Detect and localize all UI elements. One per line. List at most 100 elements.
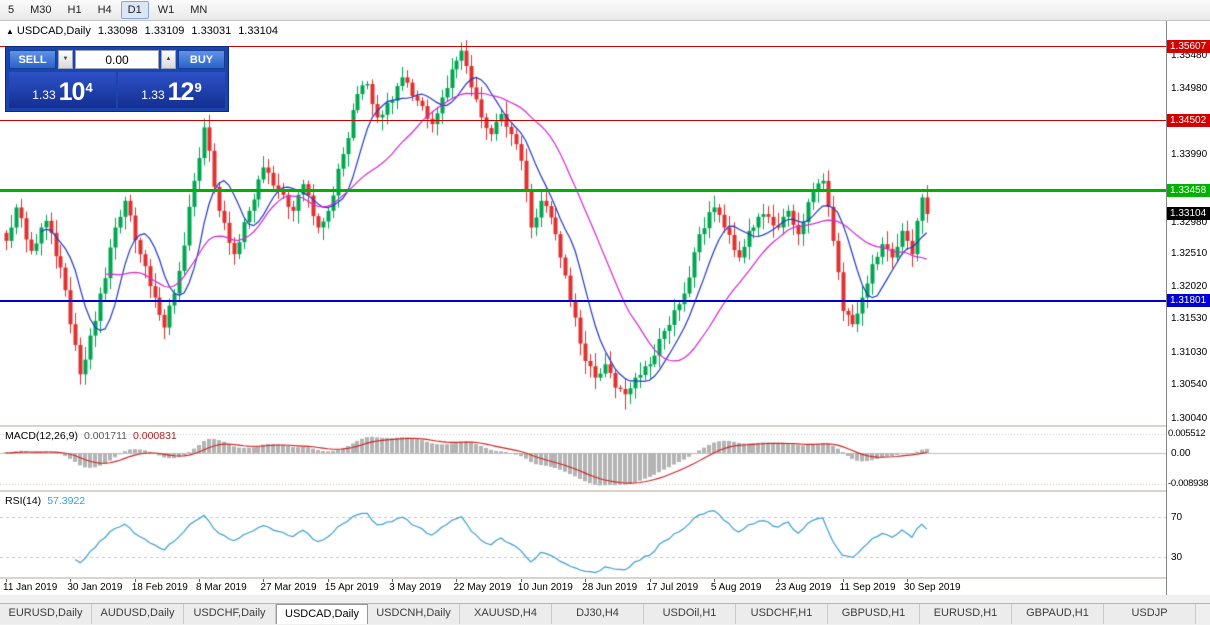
chart-tab-dj30-h4[interactable]: DJ30,H4 xyxy=(552,604,644,624)
chart-tab-usdoil-h1[interactable]: USDOil,H1 xyxy=(644,604,736,624)
price-level-badge: 1.33458 xyxy=(1167,183,1210,197)
macd-main-value: 0.001711 xyxy=(83,430,127,442)
time-axis-tick xyxy=(778,579,779,582)
sell-button[interactable]: SELL xyxy=(9,50,56,69)
price-chart-panel: ▲ USDCAD,Daily 1.33098 1.33109 1.33031 1.3310… xyxy=(0,20,1166,425)
price-axis[interactable]: 1.35607 1.34502 1.33458 1.31801 1.35480 1.349… xyxy=(1166,20,1210,595)
panel-splitter[interactable] xyxy=(0,577,1210,579)
time-axis-label: 22 May 2019 xyxy=(453,582,512,593)
price-axis-tick: 1.34980 xyxy=(1171,83,1208,95)
price-axis-tick: 1.33990 xyxy=(1171,149,1208,161)
chart-tab-gbpaud-h1[interactable]: GBPAUD,H1 xyxy=(1012,604,1104,624)
ask-pips: 12 xyxy=(167,78,195,106)
price-axis-tick: 1.31530 xyxy=(1171,313,1208,325)
rsi-axis-tick: 30 xyxy=(1171,551,1183,563)
chart-tab-eurusd-daily[interactable]: EURUSD,Daily xyxy=(0,604,92,624)
price-level-badge: 1.31801 xyxy=(1167,294,1210,308)
macd-axis-tick: 0.005512 xyxy=(1168,428,1206,440)
time-axis-tick xyxy=(135,579,136,582)
time-axis-tick xyxy=(585,579,586,582)
chart-tab-usdcad-daily[interactable]: USDCAD,Daily xyxy=(276,604,368,624)
chart-tab-usdchf-daily[interactable]: USDCHF,Daily xyxy=(184,604,276,624)
time-axis-tick xyxy=(650,579,651,582)
timeframe-toolbar: 5 M30 H1 H4 D1 W1 MN xyxy=(0,0,1210,21)
time-axis-tick xyxy=(392,579,393,582)
macd-axis-tick: -0.008938 xyxy=(1168,478,1209,490)
price-axis-tick: 1.31030 xyxy=(1171,346,1208,358)
timeframe-button-5[interactable]: 5 xyxy=(8,4,15,16)
lot-size-input[interactable] xyxy=(75,50,159,69)
rsi-label: RSI(14) 57.3922 xyxy=(5,495,91,507)
time-axis[interactable]: 11 Jan 2019 30 Jan 2019 18 Feb 2019 8 Mar 2… xyxy=(0,579,1166,595)
price-axis-tick: 1.35480 xyxy=(1171,49,1208,61)
rsi-value: 57.3922 xyxy=(47,495,86,507)
ask-price-box[interactable]: 1.33 12 9 xyxy=(118,72,225,108)
ohlc-close: 1.33104 xyxy=(238,25,278,37)
time-axis-tick xyxy=(6,579,7,582)
collapse-arrow-icon[interactable]: ▲ xyxy=(6,27,14,36)
chart-tab-xauusd-h4[interactable]: XAUUSD,H4 xyxy=(460,604,552,624)
timeframe-button-h1[interactable]: H1 xyxy=(67,4,82,16)
timeframe-button-mn[interactable]: MN xyxy=(190,4,208,16)
price-axis-tick: 1.30040 xyxy=(1171,412,1208,424)
bid-big-figure: 1.33 xyxy=(32,88,56,102)
price-axis-tick: 1.32020 xyxy=(1171,280,1208,292)
lot-increase-button[interactable]: ▲ xyxy=(161,50,176,69)
timeframe-button-m30[interactable]: M30 xyxy=(30,4,52,16)
price-axis-tick: 1.30540 xyxy=(1171,379,1208,391)
horizontal-level-line[interactable] xyxy=(0,188,1166,192)
horizontal-level-line[interactable] xyxy=(0,299,1166,302)
time-axis-tick xyxy=(456,579,457,582)
time-axis-tick xyxy=(521,579,522,582)
chart-tab-usdchf-h1[interactable]: USDCHF,H1 xyxy=(736,604,828,624)
time-axis-tick xyxy=(199,579,200,582)
macd-canvas[interactable] xyxy=(0,427,1166,490)
chart-tab-gbpusd-h1[interactable]: GBPUSD,H1 xyxy=(828,604,920,624)
macd-name: MACD(12,26,9) xyxy=(5,430,78,442)
ohlc-high: 1.33109 xyxy=(144,25,185,37)
time-axis-tick xyxy=(714,579,715,582)
chart-header: ▲ USDCAD,Daily 1.33098 1.33109 1.33031 1.3310… xyxy=(6,25,285,37)
timeframe-button-w1[interactable]: W1 xyxy=(157,4,175,16)
rsi-axis-tick: 70 xyxy=(1171,511,1183,523)
panel-splitter[interactable] xyxy=(0,425,1210,427)
chart-tab-usdcnh-daily[interactable]: USDCNH,Daily xyxy=(368,604,460,624)
buy-button[interactable]: BUY xyxy=(178,50,225,69)
panel-splitter[interactable] xyxy=(0,490,1210,492)
time-axis-label: 30 Sep 2019 xyxy=(903,582,961,593)
chart-tab-bar: EURUSD,Daily AUDUSD,Daily USDCHF,Daily USDC… xyxy=(0,603,1210,624)
horizontal-level-line[interactable] xyxy=(0,120,1166,122)
lot-decrease-button[interactable]: ▼ xyxy=(58,50,73,69)
bid-pips: 10 xyxy=(58,78,86,106)
rsi-canvas[interactable] xyxy=(0,492,1166,577)
time-axis-label: 17 Jul 2019 xyxy=(646,582,699,593)
chart-tab-audusd-daily[interactable]: AUDUSD,Daily xyxy=(92,604,184,624)
time-axis-label: 23 Aug 2019 xyxy=(775,582,832,593)
bid-price-box[interactable]: 1.33 10 4 xyxy=(9,72,116,108)
time-axis-tick xyxy=(263,579,264,582)
horizontal-level-line[interactable] xyxy=(0,46,1166,48)
timeframe-button-d1[interactable]: D1 xyxy=(120,1,149,19)
price-level-badge: 1.35607 xyxy=(1167,40,1210,54)
rsi-panel: RSI(14) 57.3922 xyxy=(0,492,1166,577)
macd-signal-value: 0.000831 xyxy=(132,430,177,442)
chart-tab-eurusd-h1[interactable]: EURUSD,H1 xyxy=(920,604,1012,624)
time-axis-label: 5 Aug 2019 xyxy=(710,582,762,593)
macd-label: MACD(12,26,9) 0.001711 0.000831 xyxy=(5,430,183,442)
ohlc-low: 1.33031 xyxy=(191,25,232,37)
timeframe-button-h4[interactable]: H4 xyxy=(97,4,112,16)
time-axis-label: 11 Jan 2019 xyxy=(3,582,58,593)
time-axis-label: 30 Jan 2019 xyxy=(67,582,123,593)
time-axis-label: 18 Feb 2019 xyxy=(131,582,188,593)
current-price-badge: 1.33104 xyxy=(1167,207,1210,221)
time-axis-label: 10 Jun 2019 xyxy=(517,582,573,593)
time-axis-label: 11 Sep 2019 xyxy=(839,582,896,593)
time-axis-label: 3 May 2019 xyxy=(389,582,442,593)
rsi-name: RSI(14) xyxy=(5,495,42,507)
time-axis-tick xyxy=(70,579,71,582)
price-axis-tick: 1.32510 xyxy=(1171,248,1208,260)
chart-tab-usdjp[interactable]: USDJP xyxy=(1104,604,1196,624)
time-axis-label: 8 Mar 2019 xyxy=(196,582,247,593)
